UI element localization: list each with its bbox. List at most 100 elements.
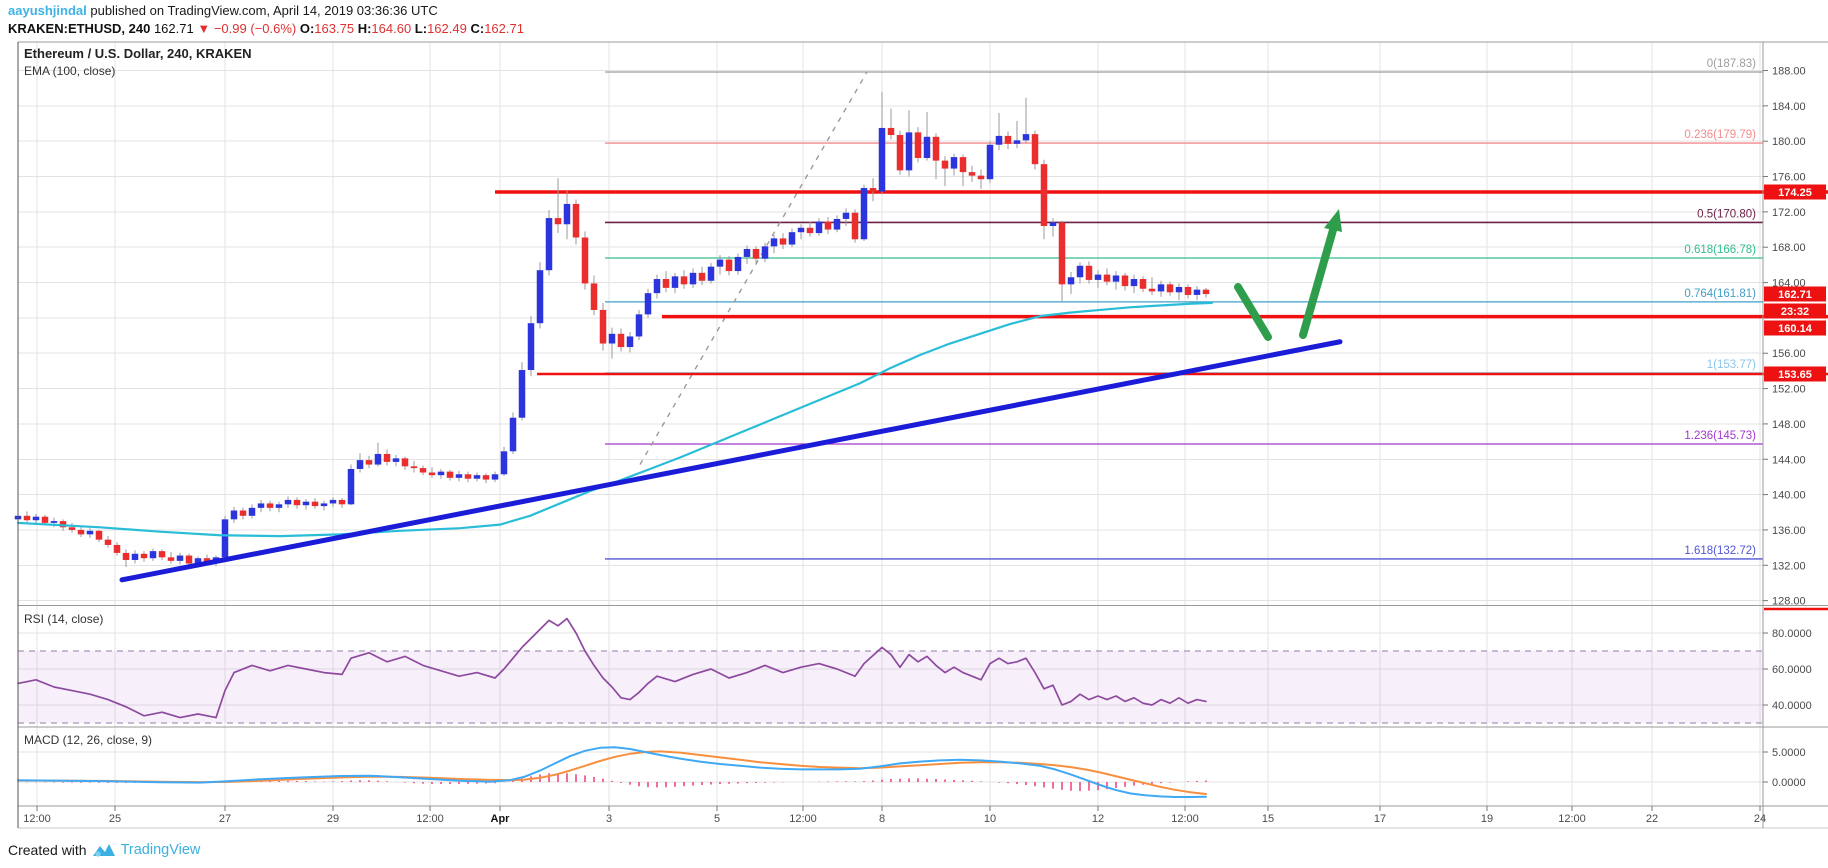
- tradingview-brand-link[interactable]: TradingView: [120, 842, 201, 858]
- candle: [1103, 274, 1111, 282]
- candle: [383, 453, 391, 462]
- last-price: 162.71: [153, 21, 194, 36]
- candle: [302, 501, 310, 506]
- candle: [239, 510, 247, 516]
- time-axis-label: 3: [606, 813, 612, 825]
- price-badge-text: 153.65: [1778, 369, 1812, 381]
- candle: [140, 553, 148, 559]
- candle: [680, 276, 688, 285]
- candle: [977, 175, 985, 180]
- candle: [437, 471, 445, 476]
- price-axis-label: 128.00: [1772, 596, 1806, 608]
- chart-legend-title[interactable]: Ethereum / U.S. Dollar, 240, KRAKEN: [24, 46, 252, 61]
- candle: [1184, 286, 1192, 295]
- candle: [545, 218, 553, 271]
- candle: [104, 539, 112, 545]
- candle: [1166, 284, 1174, 293]
- high-label: H:: [357, 21, 372, 36]
- time-axis-label: 22: [1646, 813, 1658, 825]
- price-badge: [1764, 184, 1826, 200]
- candle: [338, 499, 346, 505]
- candle: [257, 503, 265, 508]
- candle: [986, 144, 994, 180]
- support-trendline: [119, 339, 1343, 583]
- candle: [842, 212, 850, 219]
- macd-line: [17, 746, 1207, 798]
- tradingview-logo-icon: [92, 843, 115, 857]
- candle: [1157, 284, 1165, 292]
- candle: [833, 218, 841, 230]
- candle: [1049, 222, 1057, 227]
- macd-axis-label: 5.0000: [1772, 747, 1806, 759]
- time-axis-label: 12:00: [1171, 813, 1199, 825]
- rsi-band: [18, 651, 1763, 723]
- candle: [662, 279, 670, 288]
- candle: [158, 551, 166, 558]
- rsi-axis-label: 60.0000: [1772, 664, 1812, 676]
- candle: [851, 212, 859, 240]
- candle: [167, 557, 175, 561]
- annotation-dip-segment: [1234, 283, 1272, 341]
- price-badge-text: 160.14: [1778, 323, 1813, 335]
- rsi-panel-label[interactable]: RSI (14, close): [24, 612, 104, 626]
- candle: [770, 238, 778, 247]
- candle: [1067, 277, 1075, 285]
- price-axis-label: 188.00: [1772, 66, 1806, 78]
- price-badge-text: 23:32: [1781, 306, 1809, 318]
- time-axis-label: 27: [219, 813, 231, 825]
- low-value: 162.49: [427, 21, 467, 36]
- candle: [1076, 265, 1084, 278]
- candle: [284, 499, 292, 505]
- candle: [698, 272, 706, 281]
- time-axis-label: 12: [1092, 813, 1104, 825]
- candle: [221, 519, 229, 558]
- candle: [536, 270, 544, 324]
- chart-legend-ema[interactable]: EMA (100, close): [24, 64, 116, 78]
- publish-info: aayushjindal published on TradingView.co…: [8, 3, 438, 19]
- candle: [959, 157, 967, 173]
- candle: [617, 333, 625, 348]
- candle: [707, 266, 715, 281]
- candle: [644, 293, 652, 315]
- time-axis-label: 12:00: [789, 813, 817, 825]
- candle: [1175, 286, 1183, 293]
- candle: [401, 458, 409, 467]
- price-badge-text: 174.25: [1778, 187, 1812, 199]
- candle: [824, 221, 832, 230]
- candle: [896, 135, 904, 171]
- macd-panel-label[interactable]: MACD (12, 26, close, 9): [24, 733, 153, 747]
- candle: [428, 472, 436, 476]
- candle: [941, 160, 949, 169]
- candle: [23, 515, 31, 521]
- candle: [932, 136, 940, 161]
- candle: [77, 529, 85, 535]
- candle: [1013, 140, 1021, 144]
- fib-level-label: 0(187.83): [1707, 58, 1756, 70]
- fib-level-label: 1(153.77): [1707, 359, 1756, 371]
- candle: [572, 203, 580, 238]
- candle: [1148, 288, 1156, 292]
- price-axis-label: 156.00: [1772, 348, 1806, 360]
- candle: [1202, 289, 1210, 295]
- candle: [320, 503, 328, 507]
- symbol-name[interactable]: KRAKEN:ETHUSD, 240: [8, 21, 151, 36]
- price-axis-label: 140.00: [1772, 490, 1806, 502]
- candle: [176, 555, 184, 561]
- candle: [131, 553, 139, 560]
- candle: [1004, 135, 1012, 144]
- candle: [653, 279, 661, 294]
- candle: [923, 136, 931, 158]
- candle: [887, 127, 895, 136]
- direction-down-icon: ▼: [197, 21, 211, 36]
- price-axis-label: 168.00: [1772, 242, 1806, 254]
- candle: [32, 516, 40, 521]
- price-badge-text: 162.71: [1778, 289, 1812, 301]
- candle: [1094, 274, 1102, 280]
- candle: [743, 248, 751, 257]
- candle: [95, 530, 103, 540]
- candle: [914, 132, 922, 158]
- candle: [491, 474, 499, 480]
- candle: [995, 135, 1003, 145]
- author-link[interactable]: aayushjindal: [8, 3, 87, 18]
